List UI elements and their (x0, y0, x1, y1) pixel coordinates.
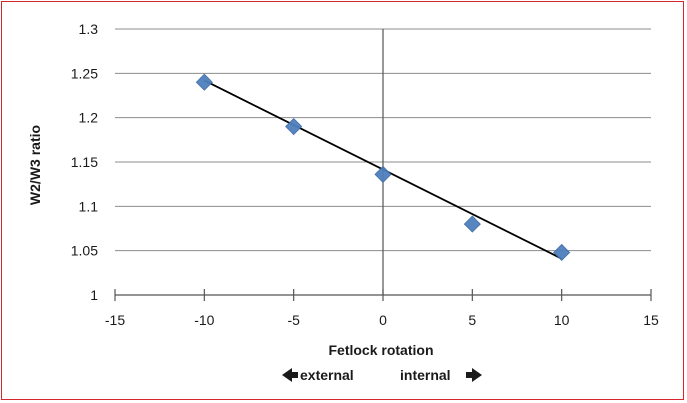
data-point-marker (285, 117, 303, 136)
data-point-marker (374, 165, 392, 183)
y-axis-tick-labels: 1 1.05 1.1 1.15 1.2 1.25 1.3 (71, 21, 98, 303)
right-arrow-icon (466, 368, 482, 382)
x-axis-label: Fetlock rotation (328, 342, 433, 358)
y-tick-label: 1.25 (71, 65, 98, 81)
x-tick-label: 10 (554, 312, 570, 328)
y-tick-label: 1.1 (79, 198, 99, 214)
x-tick-label: -5 (287, 312, 300, 328)
x-tick-label: 5 (468, 312, 476, 328)
data-point-marker (553, 243, 571, 262)
x-tick-label: -15 (105, 312, 125, 328)
left-arrow-icon (282, 368, 298, 382)
y-tick-label: 1.3 (79, 21, 99, 37)
direction-label-external: external (300, 367, 354, 383)
direction-label-internal: internal (400, 367, 451, 383)
y-axis-label: W2/W3 ratio (27, 125, 43, 205)
y-tick-label: 1.05 (71, 243, 98, 259)
data-point-marker (463, 215, 481, 233)
y-tick-label: 1 (90, 287, 98, 303)
x-tick-label: 0 (379, 312, 387, 328)
y-tick-label: 1.2 (79, 110, 99, 126)
y-tick-label: 1.15 (71, 154, 98, 170)
direction-indicator: external internal (282, 367, 482, 383)
x-tick-label: 15 (643, 312, 659, 328)
data-points (195, 73, 571, 262)
x-axis-tick-labels: -15 -10 -5 0 5 10 15 (105, 312, 659, 328)
axes (114, 29, 652, 301)
data-point-marker (195, 73, 213, 91)
x-tick-label: -10 (194, 312, 214, 328)
